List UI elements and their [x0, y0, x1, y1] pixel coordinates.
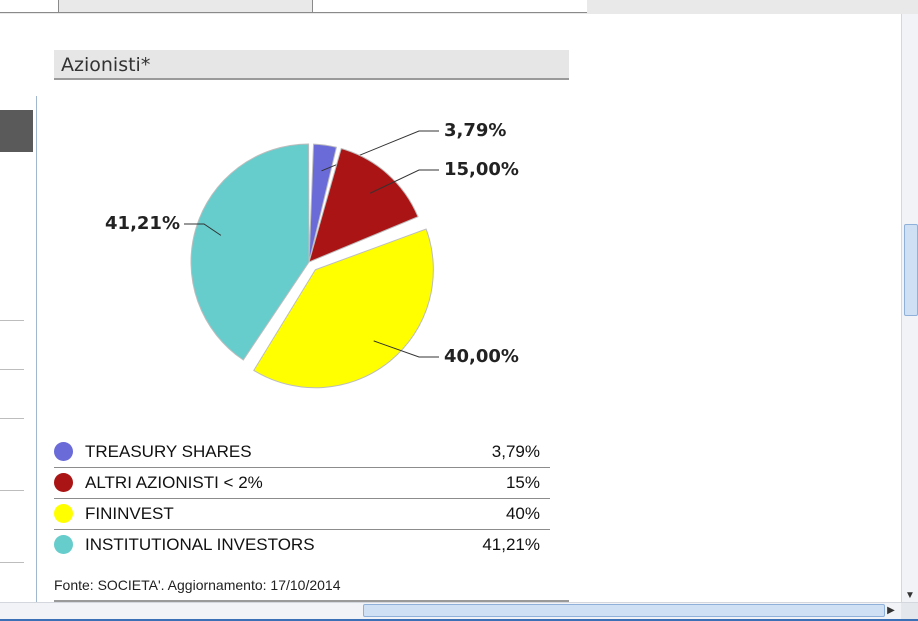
legend-label: INSTITUTIONAL INVESTORS: [85, 535, 315, 554]
horizontal-scrollbar[interactable]: ▶: [0, 602, 918, 619]
pie-leader-line: [184, 223, 222, 236]
legend-color-dot: [54, 504, 73, 523]
section-title: Azionisti*: [54, 50, 569, 80]
pie-slice: [308, 143, 338, 263]
scroll-down-arrow-icon[interactable]: ▼: [905, 590, 915, 601]
top-tab-right[interactable]: [312, 0, 587, 13]
left-sidebar-panel: [0, 96, 37, 606]
sidebar-separator: [0, 490, 24, 491]
legend-value: 3,79%: [491, 442, 540, 461]
legend-value: 40%: [505, 504, 540, 523]
legend-color-dot: [54, 535, 73, 554]
legend-row: INSTITUTIONAL INVESTORS 41,21%: [54, 530, 550, 560]
shareholders-pie-chart: 3,79% 15,00% 40,00% 41,21%: [105, 120, 519, 389]
pie-legend: TREASURY SHARES 3,79% ALTRI AZIONISTI < 2%…: [54, 437, 550, 560]
legend-label: TREASURY SHARES: [85, 442, 252, 461]
sidebar-active-item[interactable]: [0, 110, 33, 152]
tab-divider-line: [58, 12, 312, 13]
pie-data-label: 41,21%: [105, 213, 180, 234]
sidebar-separator: [0, 562, 24, 563]
pie-leader-line: [369, 169, 439, 194]
pie-data-label: 3,79%: [444, 120, 506, 141]
window-bottom-border: [0, 619, 918, 621]
legend-value: 15%: [505, 473, 540, 492]
pie-data-label: 15,00%: [444, 159, 519, 180]
pie-leader-line: [373, 340, 439, 358]
vertical-scroll-thumb[interactable]: [904, 224, 918, 316]
sidebar-separator: [0, 418, 24, 419]
pie-slice: [253, 228, 434, 389]
section-bottom-rule: [54, 600, 569, 602]
sidebar-separator: [0, 320, 24, 321]
sidebar-separator: [0, 369, 24, 370]
legend-color-dot: [54, 442, 73, 461]
pie-slice: [308, 147, 419, 263]
legend-row: TREASURY SHARES 3,79%: [54, 437, 550, 468]
legend-row: ALTRI AZIONISTI < 2% 15%: [54, 468, 550, 499]
legend-color-dot: [54, 473, 73, 492]
top-tab-strip: [0, 0, 918, 14]
scroll-right-arrow-icon[interactable]: ▶: [887, 605, 895, 616]
source-footer: Fonte: SOCIETA'. Aggiornamento: 17/10/20…: [54, 577, 341, 593]
vertical-scrollbar[interactable]: ▼: [901, 14, 918, 604]
legend-row: FININVEST 40%: [54, 499, 550, 530]
pie-data-label: 40,00%: [444, 346, 519, 367]
pie-slice: [190, 143, 310, 361]
top-tab-left[interactable]: [0, 0, 59, 13]
legend-value: 41,21%: [482, 535, 540, 554]
legend-label: FININVEST: [85, 504, 174, 523]
scrollbar-corner: [901, 603, 918, 619]
horizontal-scroll-thumb[interactable]: [363, 604, 885, 617]
legend-label: ALTRI AZIONISTI < 2%: [85, 473, 263, 492]
